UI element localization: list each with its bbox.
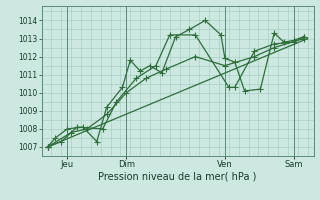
X-axis label: Pression niveau de la mer( hPa ): Pression niveau de la mer( hPa ) — [99, 172, 257, 182]
